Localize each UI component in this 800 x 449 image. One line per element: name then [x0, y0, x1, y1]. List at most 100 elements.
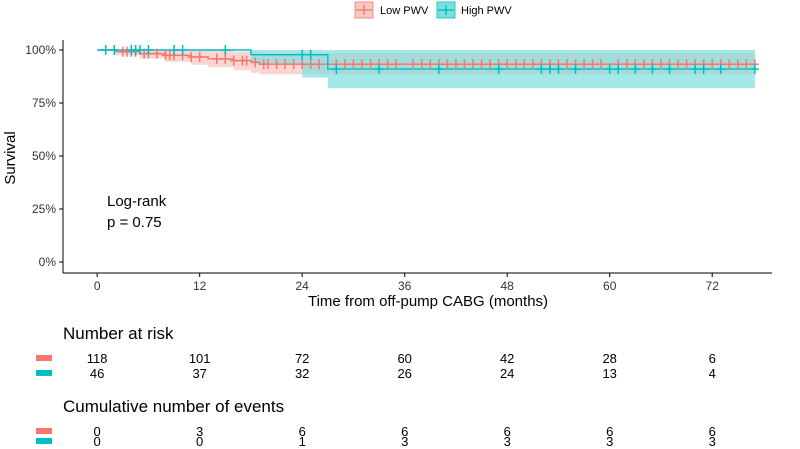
censor-mark-low-pwv — [392, 59, 401, 70]
censor-mark-low-pwv — [528, 59, 537, 70]
censor-mark-high-pwv — [178, 45, 187, 55]
censor-mark-low-pwv — [443, 59, 452, 70]
risk-cell-high-pwv: 46 — [90, 366, 104, 381]
risk-cell-low-pwv: 42 — [500, 351, 514, 366]
risk-cell-low-pwv: 60 — [397, 351, 411, 366]
censor-mark-low-pwv — [503, 59, 512, 70]
censor-mark-low-pwv — [315, 59, 324, 70]
events-cell-high-pwv: 3 — [401, 434, 408, 449]
legend-item-high-pwv: High PWV — [436, 1, 512, 19]
x-tick-label: 24 — [296, 279, 310, 293]
censor-mark-low-pwv — [298, 59, 307, 70]
y-tick-label: 75% — [32, 96, 56, 110]
risk-row-key-high-pwv — [36, 370, 52, 376]
censor-mark-low-pwv — [349, 59, 358, 70]
censor-mark-low-pwv — [639, 59, 648, 70]
events-cell-high-pwv: 0 — [94, 434, 101, 449]
censor-mark-high-pwv — [221, 45, 230, 55]
censor-mark-low-pwv — [469, 59, 478, 70]
events-cell-low-pwv: 6 — [299, 424, 306, 439]
events-cell-high-pwv: 1 — [299, 434, 306, 449]
censor-mark-low-pwv — [511, 59, 520, 70]
censor-mark-low-pwv — [588, 59, 597, 70]
events-row-key-high-pwv — [36, 438, 52, 444]
censor-mark-high-pwv — [135, 45, 144, 55]
y-axis-title: Survival — [2, 131, 19, 184]
x-tick-label: 48 — [501, 279, 515, 293]
censor-mark-low-pwv — [229, 55, 238, 66]
censor-mark-high-pwv — [665, 64, 674, 75]
censor-mark-high-pwv — [605, 64, 614, 75]
censor-mark-low-pwv — [451, 59, 460, 70]
y-tick-label: 0% — [39, 255, 57, 269]
censor-mark-low-pwv — [733, 59, 742, 70]
censor-mark-low-pwv — [383, 59, 392, 70]
events-cell-high-pwv: 0 — [196, 434, 203, 449]
censor-mark-low-pwv — [597, 59, 606, 70]
y-tick-label: 50% — [32, 149, 56, 163]
censor-mark-high-pwv — [306, 49, 315, 60]
events-cell-high-pwv: 3 — [606, 434, 613, 449]
censor-mark-high-pwv — [434, 64, 443, 75]
events-cell-low-pwv: 6 — [504, 424, 511, 439]
events-cell-low-pwv: 3 — [196, 424, 203, 439]
censor-mark-high-pwv — [375, 64, 384, 75]
censor-mark-low-pwv — [580, 59, 589, 70]
censor-mark-high-pwv — [144, 45, 153, 55]
censor-mark-low-pwv — [242, 55, 251, 66]
censor-mark-high-pwv — [691, 64, 700, 75]
censor-mark-low-pwv — [152, 48, 161, 59]
risk-table: 118 101 72 60 42 28 6 46 37 32 26 24 13 4 — [36, 351, 716, 381]
censor-mark-low-pwv — [562, 59, 571, 70]
censor-mark-low-pwv — [187, 51, 196, 62]
censor-mark-low-pwv — [725, 59, 734, 70]
y-tick-label: 100% — [25, 43, 56, 57]
y-axis-ticks: 0% 25% 50% 75% 100% — [25, 43, 63, 269]
y-tick-label: 25% — [32, 202, 56, 216]
censor-mark-low-pwv — [486, 59, 495, 70]
censor-mark-high-pwv — [545, 64, 554, 75]
censor-mark-low-pwv — [477, 59, 486, 70]
censor-mark-low-pwv — [251, 57, 260, 68]
risk-table-title: Number at risk — [63, 324, 174, 343]
logrank-p-value: p = 0.75 — [107, 214, 162, 231]
events-cell-low-pwv: 6 — [709, 424, 716, 439]
legend-label-high-pwv: High PWV — [461, 5, 512, 17]
censor-mark-high-pwv — [298, 49, 307, 60]
censor-mark-low-pwv — [682, 59, 691, 70]
x-axis-ticks: 0 12 24 36 48 60 72 — [94, 273, 719, 293]
censor-mark-low-pwv — [409, 59, 418, 70]
risk-cell-high-pwv: 32 — [295, 366, 309, 381]
risk-cell-low-pwv: 72 — [295, 351, 309, 366]
risk-cell-high-pwv: 13 — [602, 366, 616, 381]
censor-mark-high-pwv — [494, 64, 503, 75]
censor-mark-low-pwv — [417, 59, 426, 70]
censor-mark-high-pwv — [631, 64, 640, 75]
censor-mark-low-pwv — [289, 59, 298, 70]
risk-cell-high-pwv: 4 — [709, 366, 716, 381]
risk-cell-low-pwv: 28 — [602, 351, 616, 366]
censor-mark-low-pwv — [520, 59, 529, 70]
events-cell-high-pwv: 3 — [504, 434, 511, 449]
censor-mark-low-pwv — [674, 59, 683, 70]
events-row-key-low-pwv — [36, 428, 52, 434]
censor-mark-high-pwv — [699, 64, 708, 75]
censor-mark-low-pwv — [272, 59, 281, 70]
logrank-label: Log-rank — [107, 193, 167, 210]
censor-mark-high-pwv — [170, 45, 179, 55]
censor-mark-high-pwv — [750, 64, 759, 75]
x-tick-label: 0 — [94, 279, 101, 293]
events-cell-low-pwv: 6 — [401, 424, 408, 439]
censor-mark-low-pwv — [212, 53, 221, 64]
censor-mark-high-pwv — [110, 45, 119, 55]
events-cell-high-pwv: 3 — [709, 434, 716, 449]
events-table-title: Cumulative number of events — [63, 397, 284, 416]
censor-mark-low-pwv — [622, 59, 631, 70]
censor-mark-low-pwv — [656, 59, 665, 70]
events-cell-low-pwv: 6 — [606, 424, 613, 439]
censor-mark-high-pwv — [614, 64, 623, 75]
censor-mark-high-pwv — [554, 64, 563, 75]
censor-mark-low-pwv — [742, 59, 751, 70]
censor-mark-low-pwv — [281, 59, 290, 70]
